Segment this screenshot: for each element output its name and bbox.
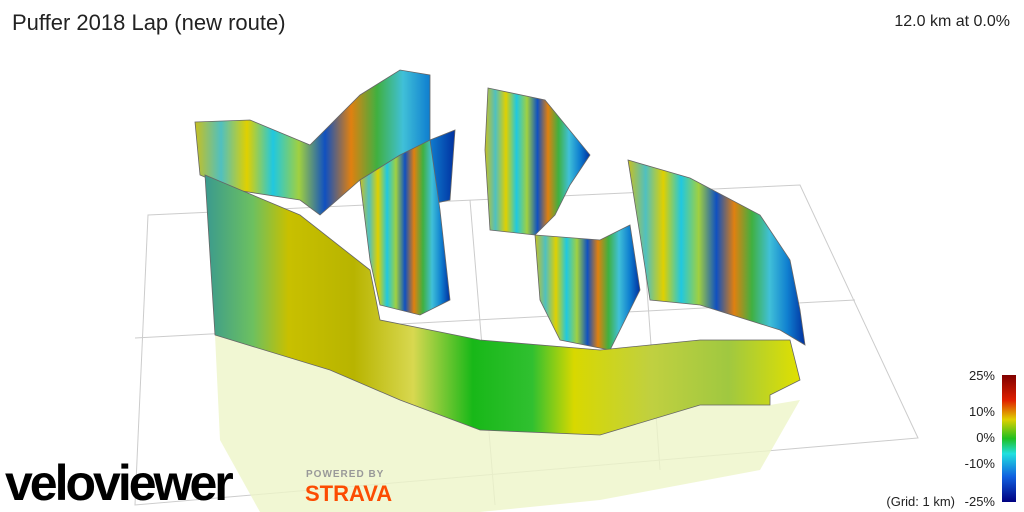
scale-label: 10% (969, 404, 995, 419)
grid-note: (Grid: 1 km) (886, 494, 955, 509)
title: Puffer 2018 Lap (new route) (12, 10, 286, 35)
strava-logo: STRAVA (305, 481, 392, 506)
color-scale (1002, 375, 1016, 502)
scale-label: 0% (976, 430, 995, 445)
scale-label: -25% (965, 494, 996, 509)
scale-label: -10% (965, 456, 996, 471)
scale-label: 25% (969, 368, 995, 383)
route-front-wall (204, 174, 801, 436)
summary: 12.0 km at 0.0% (894, 13, 1010, 30)
veloviewer-logo: veloviewer (5, 455, 233, 511)
route-shadow (215, 335, 800, 512)
powered-by: POWERED BY (306, 469, 384, 480)
route-back-walls (194, 69, 806, 351)
